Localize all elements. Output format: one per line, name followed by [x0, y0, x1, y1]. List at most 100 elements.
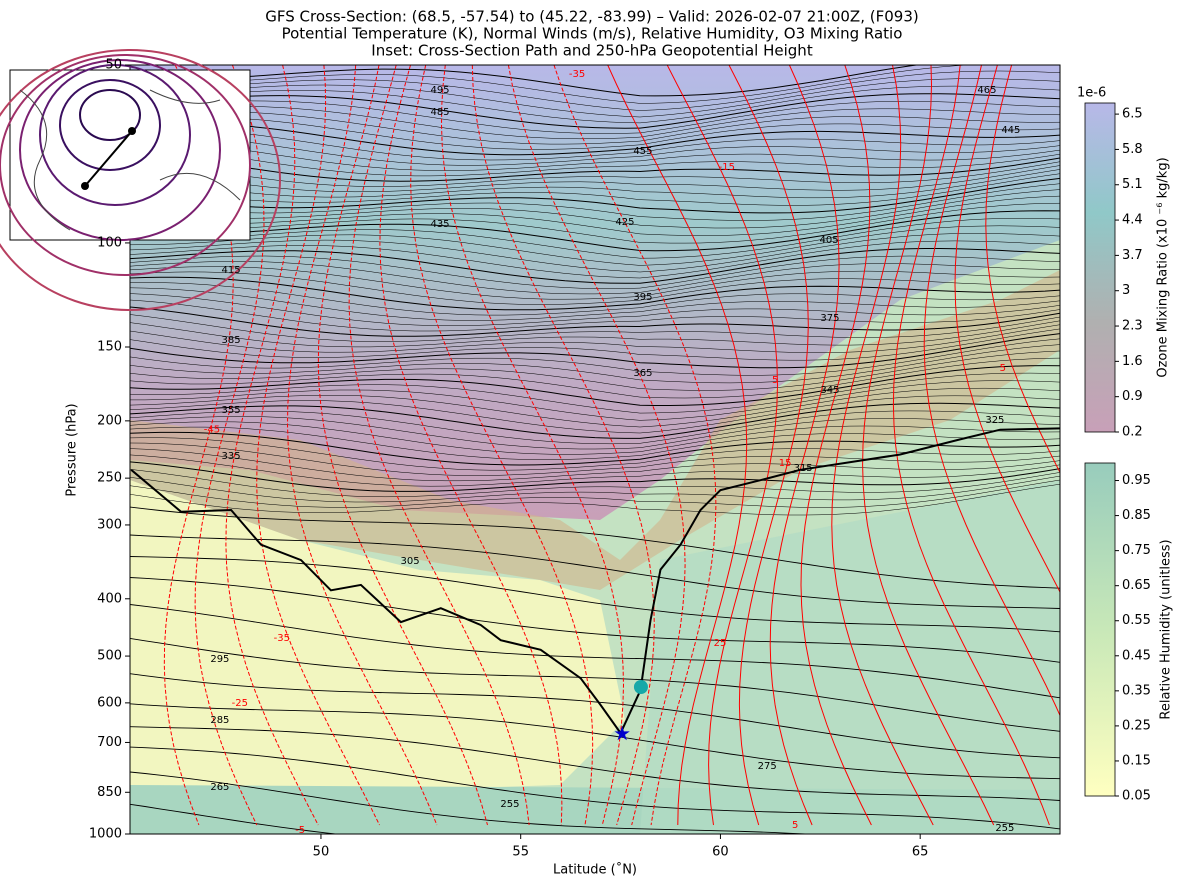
theta-contour [130, 276, 1060, 311]
contour-label: 365 [633, 368, 652, 379]
theta-contour [130, 116, 1060, 150]
contour-label: -5 [295, 825, 305, 836]
colorbar-tick-label: 4.4 [1122, 213, 1143, 228]
contour-label: 295 [210, 654, 229, 665]
wind-contour [379, 65, 563, 826]
colorbar-tick-label: 0.45 [1122, 648, 1151, 663]
theta-contour [130, 240, 1060, 279]
theta-contour [130, 344, 1060, 384]
theta-contour [130, 479, 1060, 508]
theta-contour [130, 85, 1060, 124]
colorbar-tick-label: 1.6 [1122, 354, 1143, 369]
colorbar-tick-label: 0.25 [1122, 718, 1151, 733]
y-tick-label: 700 [97, 735, 122, 750]
x-tick-label: 50 [313, 845, 330, 860]
theta-contour [130, 314, 1060, 342]
ozone-field [130, 65, 1060, 520]
theta-contour [130, 461, 1060, 492]
contour-label: 285 [210, 715, 229, 726]
inset-map [0, 49, 281, 311]
inset-endpoint [81, 182, 89, 190]
wind-contour [862, 65, 995, 826]
theta-contour [130, 410, 1060, 445]
y-tick-label: 200 [97, 413, 122, 428]
y-tick-label: 250 [97, 471, 122, 486]
colorbar-label: Ozone Mixing Ratio (x10 ⁻⁶ kg/kg) [1156, 157, 1171, 377]
contour-label: -35 [274, 633, 290, 644]
theta-contour [130, 454, 1060, 487]
colorbar-tick-label: 0.9 [1122, 389, 1143, 404]
contour-label: 395 [633, 292, 652, 303]
theta-contour [130, 100, 1060, 134]
y-tick-label: 1000 [89, 827, 122, 842]
contour-label: -45 [204, 425, 220, 436]
wind-contour [607, 65, 748, 826]
theta-contour [130, 324, 1060, 353]
dry-field [130, 270, 1060, 590]
contour-label: 25 [714, 638, 727, 649]
theta-contour [130, 771, 813, 834]
contour-label: 385 [222, 335, 241, 346]
theta-contour [130, 426, 1060, 460]
contours [130, 65, 1060, 834]
contour-label: 485 [430, 107, 449, 118]
contour-label: 375 [820, 313, 839, 324]
theta-contour [130, 165, 1060, 193]
colorbar-tick-label: 5.1 [1122, 177, 1143, 192]
wind-contour [317, 65, 488, 826]
inset-contours [0, 49, 281, 311]
theta-contour [130, 746, 1060, 830]
contour-label: 305 [400, 556, 419, 567]
wind-contour [225, 65, 319, 826]
wind-contour [666, 65, 779, 826]
contour-label: -15 [719, 162, 735, 173]
wind-contour [985, 65, 1060, 474]
theta-contour [130, 144, 1060, 177]
colorbar-tick-label: 2.3 [1122, 319, 1143, 334]
colorbar-tick-label: 0.55 [1122, 613, 1151, 628]
point-marker [633, 679, 648, 694]
y-tick-label: 100 [97, 235, 122, 250]
contour-label: 405 [820, 235, 839, 246]
theta-contour [130, 202, 1060, 244]
wind-contour [286, 65, 438, 826]
series-line [130, 427, 1060, 736]
theta-contour [130, 78, 1060, 118]
contour-label: 435 [430, 219, 449, 230]
plot-fields [130, 65, 1060, 834]
y-tick-label: 300 [97, 517, 122, 532]
wind-contour [410, 65, 594, 826]
theta-contour [130, 127, 1060, 161]
theta-contour [130, 218, 1060, 259]
theta-contour [130, 556, 1060, 633]
theta-contour [130, 195, 1060, 236]
theta-contour [130, 673, 1060, 759]
x-tick-label: 55 [512, 845, 529, 860]
theta-contour [130, 306, 1060, 337]
theta-contour [130, 169, 1060, 199]
theta-contour [130, 261, 1060, 295]
theta-contour [130, 183, 1060, 221]
theta-contour [130, 173, 1060, 206]
theta-contour [130, 328, 1060, 361]
theta-contour [130, 225, 1060, 266]
theta-contour [130, 350, 1060, 391]
theta-contour [130, 380, 1060, 421]
colorbar-tick-label: 0.75 [1122, 543, 1151, 558]
colorbar-tick-label: 5.8 [1122, 142, 1143, 157]
point-marker [614, 725, 630, 741]
colorbar [1084, 102, 1116, 433]
colorbar-tick-label: 6.5 [1122, 107, 1143, 122]
contour-label: -25 [232, 698, 248, 709]
theta-contour [130, 93, 1060, 129]
theta-contour [130, 151, 1060, 182]
colorbar-tick-label: 3 [1122, 283, 1130, 298]
theta-contour [130, 726, 1060, 801]
theta-contour [130, 210, 1060, 252]
colorbar-tick-label: 0.35 [1122, 683, 1151, 698]
y-axis-label: Pressure (hPa) [65, 403, 80, 496]
y-tick-label: 850 [97, 785, 122, 800]
contour-label: 425 [615, 217, 634, 228]
subtitle: Potential Temperature (K), Normal Winds … [282, 25, 903, 43]
theta-contour [130, 121, 1060, 156]
